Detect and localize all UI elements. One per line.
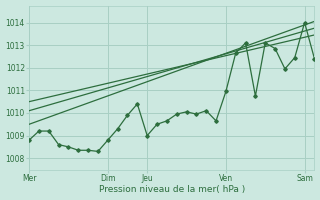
X-axis label: Pression niveau de la mer( hPa ): Pression niveau de la mer( hPa ) <box>99 185 245 194</box>
